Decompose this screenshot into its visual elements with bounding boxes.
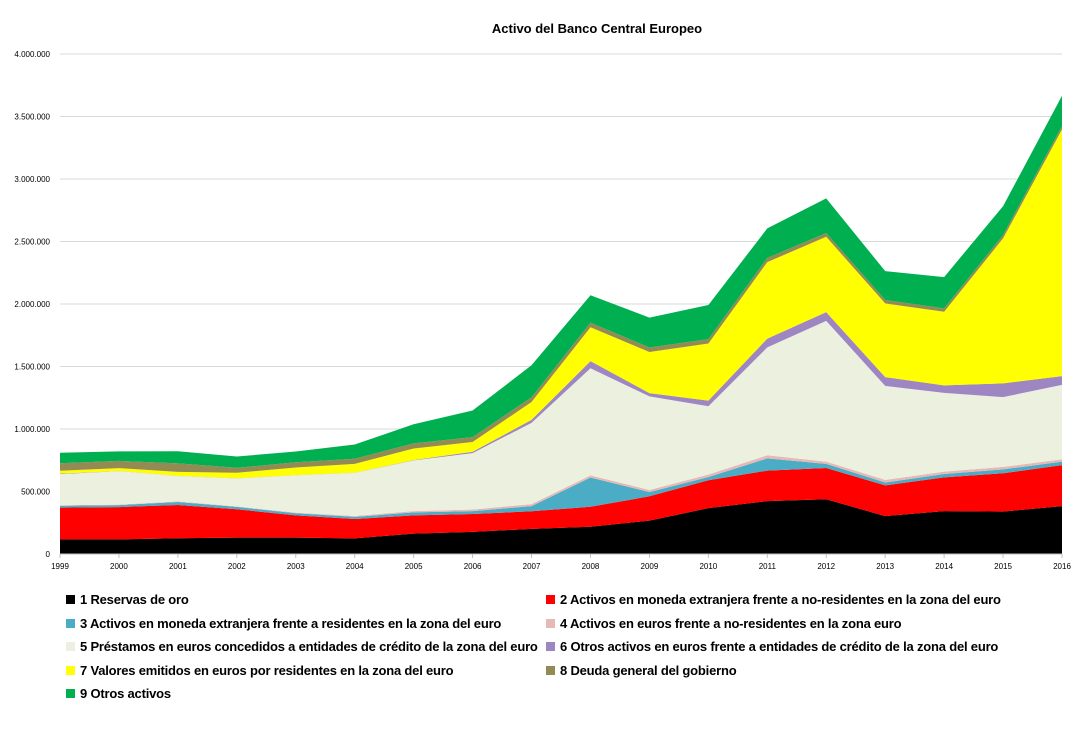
legend-swatch	[546, 618, 555, 628]
x-tick-label: 2011	[759, 562, 777, 571]
legend-swatch	[66, 618, 75, 628]
y-tick-label: 2.000.000	[14, 300, 50, 309]
x-tick-label: 2000	[110, 562, 128, 571]
legend-label: 1 Reservas de oro	[80, 592, 189, 607]
x-tick-label: 2007	[523, 562, 541, 571]
legend-label: 5 Préstamos en euros concedidos a entida…	[80, 639, 538, 654]
x-tick-label: 2010	[699, 562, 717, 571]
area-series-1	[60, 499, 1062, 554]
x-tick-label: 2013	[876, 562, 894, 571]
legend-swatch	[66, 642, 75, 652]
y-tick-label: 4.000.000	[14, 50, 50, 59]
x-tick-label: 2003	[287, 562, 305, 571]
y-tick-label: 3.500.000	[14, 113, 50, 122]
x-tick-label: 2008	[582, 562, 600, 571]
area-series-6	[60, 312, 1062, 479]
y-axis-ticks: 0 500.000 1.000.000 1.500.000 2.000.000 2.500…	[14, 50, 50, 559]
legend-label: 4 Activos en euros frente a no-residente…	[560, 615, 902, 631]
legend-item: 5 Préstamos en euros concedidos a entida…	[66, 639, 538, 654]
chart-title: Activo del Banco Central Europeo	[492, 21, 702, 36]
y-tick-label: 3.000.000	[14, 175, 50, 184]
legend-label: 8 Deuda general del gobierno	[560, 662, 737, 678]
legend-label: 6 Otros activos en euros frente a entida…	[560, 639, 999, 654]
legend-item: 3 Activos en moneda extranjera frente a …	[66, 616, 501, 631]
area-series-3	[60, 458, 1062, 519]
x-tick-label: 2005	[405, 562, 423, 571]
y-tick-label: 0	[46, 550, 51, 559]
x-tick-label: 2015	[994, 562, 1012, 571]
x-tick-label: 2012	[817, 562, 835, 571]
x-tick-label: 1999	[51, 562, 69, 571]
legend-item: 8 Deuda general del gobierno	[546, 662, 737, 678]
legend-swatch	[66, 665, 75, 675]
legend-label: 9 Otros activos	[80, 686, 171, 701]
legend-swatch	[66, 689, 75, 699]
x-tick-label: 2006	[464, 562, 482, 571]
legend-swatch	[546, 665, 555, 675]
legend-item: 6 Otros activos en euros frente a entida…	[546, 639, 998, 654]
y-tick-label: 1.000.000	[14, 425, 50, 434]
legend-item: 7 Valores emitidos en euros por resident…	[66, 662, 454, 678]
x-tick-label: 2014	[935, 562, 953, 571]
legend-item: 1 Reservas de oro	[66, 592, 189, 607]
area-series-5	[60, 320, 1062, 516]
x-tick-label: 2002	[228, 562, 246, 571]
x-tick-label: 2009	[641, 562, 659, 571]
legend-label: 2 Activos en moneda extranjera frente a …	[560, 592, 1001, 607]
x-tick-label: 2004	[346, 562, 364, 571]
y-tick-label: 1.500.000	[14, 363, 50, 372]
legend-label: 7 Valores emitidos en euros por resident…	[80, 662, 454, 678]
legend-item: 9 Otros activos	[66, 686, 171, 701]
y-tick-label: 2.500.000	[14, 238, 50, 247]
legend-swatch	[546, 595, 555, 605]
legend-label: 3 Activos en moneda extranjera frente a …	[80, 615, 502, 631]
x-tick-label: 2001	[169, 562, 187, 571]
x-axis-ticks: 1999 2000 2001 2002 2003 2004 2005 2006 2007 2008…	[51, 554, 1071, 571]
legend-item: 4 Activos en euros frente a no-residente…	[546, 615, 902, 631]
legend-swatch	[66, 595, 75, 605]
x-tick-label: 2016	[1053, 562, 1071, 571]
area-series-2	[60, 465, 1062, 540]
y-tick-label: 500.000	[21, 488, 50, 497]
area-series-7	[60, 129, 1062, 479]
stacked-areas	[60, 95, 1062, 554]
area-chart: 0 500.000 1.000.000 1.500.000 2.000.000 2.500…	[14, 21, 1071, 571]
legend-item: 2 Activos en moneda extranjera frente a …	[546, 592, 1001, 607]
legend-swatch	[546, 642, 555, 652]
